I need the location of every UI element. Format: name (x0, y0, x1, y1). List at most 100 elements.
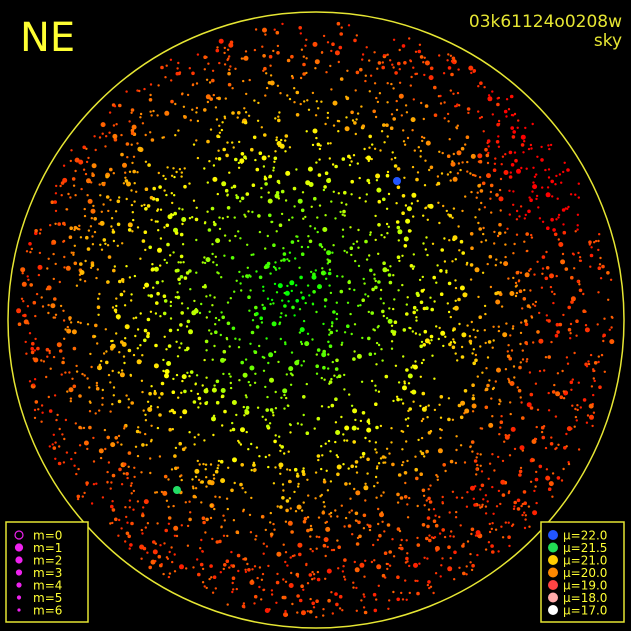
star-dot (355, 609, 358, 612)
star-dot (486, 383, 490, 388)
star-dot (146, 334, 150, 339)
star-dot (220, 276, 223, 279)
star-dot (205, 316, 208, 319)
star-dot (266, 297, 270, 300)
star-dot (241, 275, 245, 278)
star-dot (215, 48, 220, 53)
star-dot (63, 255, 66, 259)
star-dot (48, 409, 53, 413)
star-dot (132, 508, 135, 511)
star-dot (438, 532, 442, 535)
star-dot (374, 441, 378, 444)
star-dot (264, 182, 268, 186)
star-dot (603, 317, 606, 320)
star-dot (361, 298, 366, 303)
star-dot (328, 344, 333, 349)
star-dot (324, 554, 327, 558)
star-dot (356, 536, 360, 540)
star-dot (201, 550, 204, 553)
star-dot (525, 360, 528, 363)
star-dot (519, 466, 523, 470)
star-dot (494, 528, 498, 531)
star-dot (578, 288, 583, 293)
star-dot (55, 418, 58, 422)
star-dot (549, 143, 553, 147)
star-dot (250, 442, 253, 446)
star-dot (318, 204, 322, 207)
star-dot (597, 291, 600, 294)
star-dot (230, 564, 233, 567)
star-dot (170, 99, 174, 104)
star-dot (149, 83, 153, 86)
star-dot (253, 565, 257, 568)
star-dot (471, 403, 477, 409)
star-dot (238, 441, 241, 444)
star-dot (499, 177, 503, 181)
star-dot (611, 316, 614, 319)
star-dot (455, 448, 458, 452)
star-dot (215, 118, 219, 121)
star-dot (156, 220, 159, 223)
star-dot (164, 528, 168, 533)
star-dot (408, 407, 413, 411)
star-dot (51, 242, 54, 245)
star-dot (477, 160, 481, 163)
star-dot (301, 191, 305, 194)
star-dot (130, 492, 133, 495)
star-dot (189, 288, 192, 291)
star-dot (40, 420, 43, 423)
star-dot (153, 266, 159, 272)
star-dot (414, 467, 419, 472)
star-dot (334, 440, 337, 444)
star-dot (538, 217, 542, 220)
star-dot (240, 289, 243, 292)
star-dot (70, 251, 73, 254)
star-dot (203, 222, 207, 225)
star-dot (340, 415, 343, 419)
star-dot (466, 324, 469, 327)
star-dot (515, 218, 519, 221)
star-dot (524, 322, 529, 327)
star-dot (208, 160, 211, 163)
star-dot (527, 147, 531, 151)
star-dot (328, 380, 333, 384)
star-dot (420, 451, 425, 456)
star-dot (361, 53, 365, 56)
star-dot (375, 341, 379, 345)
star-dot (98, 183, 101, 186)
star-dot (316, 577, 321, 582)
star-dot (295, 90, 300, 95)
star-dot (503, 440, 506, 443)
star-dot (175, 373, 179, 377)
star-dot (97, 313, 100, 316)
star-dot (515, 291, 519, 295)
star-dot (95, 276, 98, 280)
star-dot (464, 408, 470, 414)
star-dot (337, 374, 341, 378)
star-dot (464, 195, 467, 198)
star-dot (422, 417, 425, 421)
star-dot (392, 38, 396, 41)
star-dot (269, 532, 274, 537)
star-dot (424, 60, 430, 66)
star-dot (472, 348, 475, 351)
star-dot (128, 547, 131, 550)
star-dot (295, 284, 298, 287)
star-dot (117, 399, 122, 404)
star-dot (30, 247, 33, 251)
star-dot (98, 222, 101, 225)
star-dot (123, 304, 127, 307)
star-dot (326, 116, 329, 120)
star-dot (506, 227, 509, 230)
star-dot (285, 613, 289, 617)
star-dot (521, 349, 524, 352)
star-dot (156, 208, 160, 211)
star-dot (110, 343, 116, 349)
star-dot (333, 374, 336, 377)
star-dot (344, 126, 350, 132)
star-dot (193, 308, 199, 314)
star-dot (202, 520, 206, 525)
star-dot (572, 253, 575, 256)
star-dot (502, 332, 508, 338)
star-dot (441, 151, 444, 155)
